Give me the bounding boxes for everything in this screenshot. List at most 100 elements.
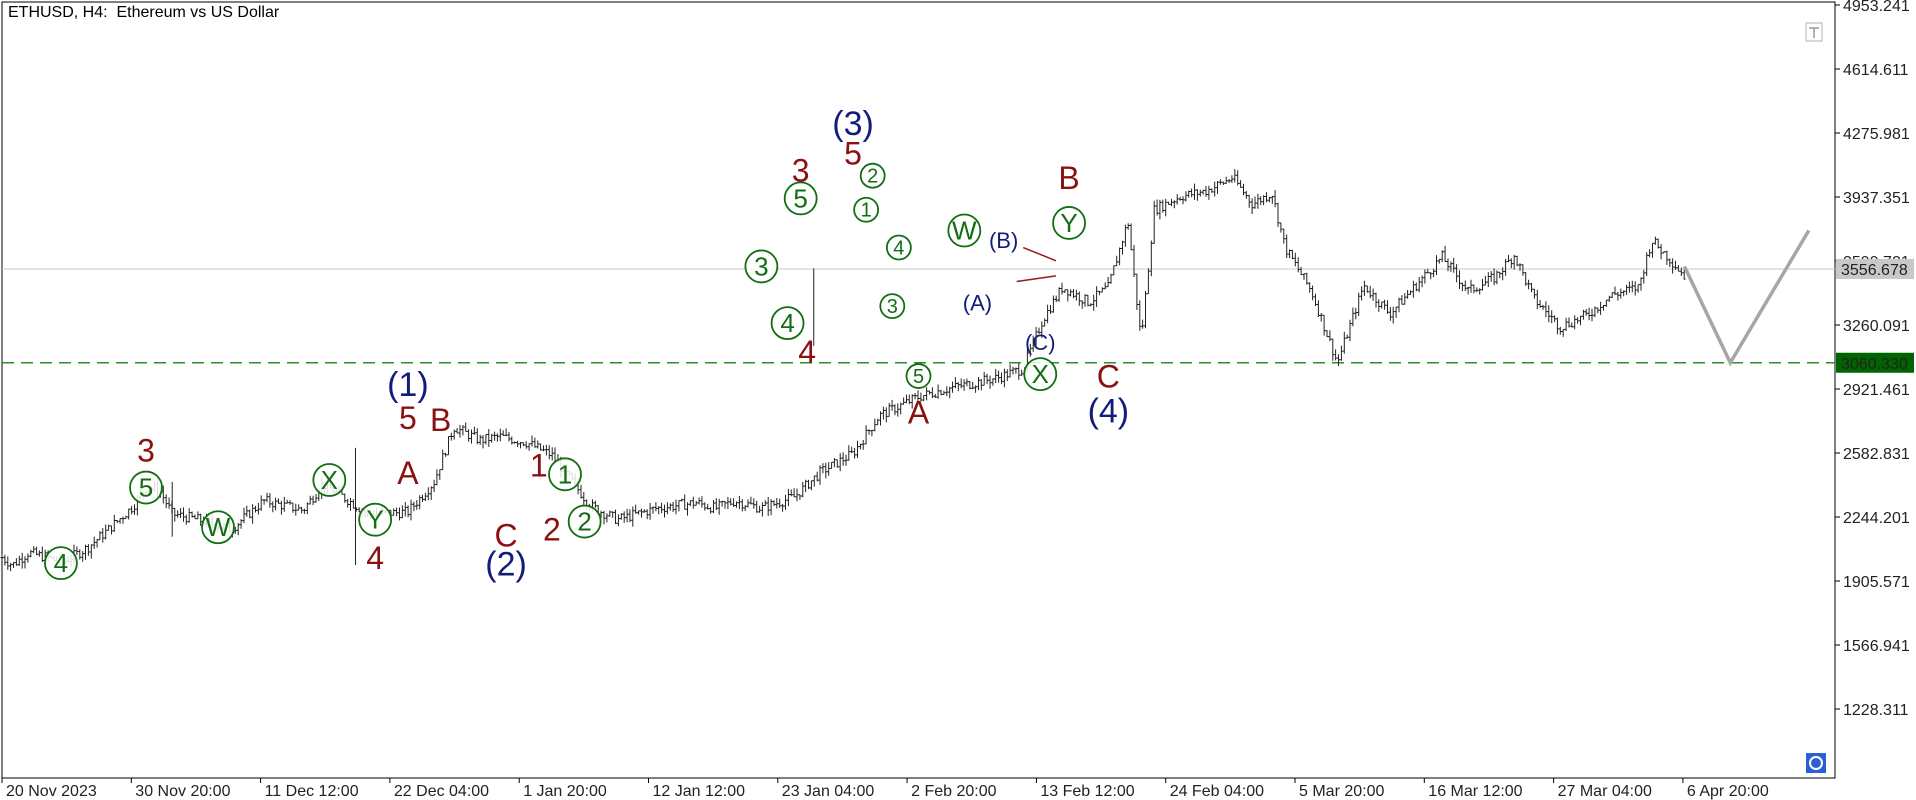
wave-label-text: 4: [780, 308, 794, 338]
wave-label: 5: [129, 470, 163, 505]
wave-label: A: [397, 455, 419, 491]
plot-border: [1, 1, 1836, 779]
x-tick-label: 16 Mar 12:00: [1428, 783, 1522, 800]
wave-label: W: [201, 510, 235, 545]
wave-label-text: 3: [137, 432, 155, 468]
wave-label-text: X: [1032, 359, 1049, 389]
wave-label-text: (A): [963, 290, 992, 315]
wave-label-text: 1: [530, 447, 548, 483]
options-icon-glyph: [1809, 756, 1823, 770]
y-tick-label: 4614.611: [1843, 62, 1909, 79]
wave-label: 2: [859, 162, 886, 189]
wave-label-circle: [853, 196, 880, 223]
wave-label: 5: [783, 181, 818, 216]
wave-label-text: W: [206, 512, 231, 542]
x-tick-label: 11 Dec 12:00: [265, 783, 359, 800]
wave-label: 4: [798, 334, 816, 370]
y-tick-label: 1566.941: [1843, 638, 1910, 655]
x-axis: 20 Nov 2023 30 Nov 20:00 11 Dec 12:00 22 De…: [1, 778, 1769, 800]
wave-label: (1): [387, 366, 429, 404]
x-tick-label: 12 Jan 12:00: [653, 783, 746, 800]
x-tick-label: 22 Dec 04:00: [394, 783, 489, 800]
x-tick-label: 20 Nov 2023: [6, 783, 97, 800]
x-tick-label: 13 Feb 12:00: [1040, 783, 1134, 800]
wave-label: 5: [905, 363, 932, 389]
level-price-tag-bg: [1836, 352, 1914, 373]
wave-label-text: C: [1097, 359, 1120, 395]
wave-label-circle: [885, 234, 912, 261]
wave-label: 4: [770, 306, 805, 341]
wave-label: C: [1097, 359, 1120, 395]
wave-label-text: 3: [792, 153, 810, 189]
wave-label-text: Y: [366, 505, 383, 535]
level-price-tag-text: 3060.330: [1841, 356, 1908, 373]
trade-icon: [1805, 22, 1823, 42]
wave-label: 5: [399, 400, 417, 436]
triangle-lower-line: [1016, 275, 1057, 283]
wave-label: 2: [543, 512, 561, 548]
wave-label-text: 2: [543, 512, 561, 548]
wave-label-text: B: [430, 402, 451, 438]
wave-label-text: 5: [844, 136, 862, 172]
wave-label-circle: [1052, 206, 1086, 240]
y-axis: 4953.2414614.6114275.9813937.3513599.721…: [1835, 0, 1910, 719]
wave-label-text: A: [397, 455, 419, 491]
wave-label-text: B: [1058, 160, 1079, 196]
wave-label-text: 4: [54, 548, 68, 578]
wave-label: X: [312, 463, 347, 497]
y-tick-label: 1228.311: [1843, 702, 1909, 719]
wave-label: X: [1023, 357, 1058, 392]
wave-label: 3: [792, 153, 810, 189]
wave-label: (B): [989, 228, 1018, 253]
forecast-line: [1682, 229, 1811, 367]
triangle-upper-line: [1022, 246, 1057, 262]
wave-label: 4: [366, 540, 384, 576]
wave-label-circle: [859, 162, 886, 189]
wave-label: (A): [963, 290, 992, 315]
wave-label-circle: [44, 546, 78, 581]
y-tick-label: 4953.241: [1843, 0, 1910, 15]
wave-label: 3: [744, 249, 779, 284]
wave-label-circle: [358, 502, 393, 537]
wave-label-text: 4: [366, 540, 384, 576]
wave-label-text: 5: [399, 400, 417, 436]
wave-label-text: 5: [913, 366, 924, 388]
x-tick-label: 24 Feb 04:00: [1170, 783, 1264, 800]
wave-label: C: [495, 517, 518, 553]
x-tick-label: 6 Apr 20:00: [1687, 783, 1769, 800]
wave-label-circle: [783, 181, 818, 216]
y-tick-label: 3937.351: [1843, 190, 1910, 207]
y-tick-label: 2244.201: [1843, 510, 1910, 527]
wave-label-text: 1: [558, 459, 572, 489]
wave-label-text: (3): [832, 105, 874, 143]
wave-label-circle: [567, 504, 602, 539]
wave-label-text: A: [908, 394, 930, 430]
wave-labels: 453WXY45(1)ABC(2)1212345345(3)21435AW(A)…: [44, 105, 1129, 583]
wave-label-text: 2: [577, 507, 591, 537]
wave-label-text: 3: [754, 251, 768, 281]
wave-label: B: [430, 402, 451, 438]
wave-label: 1: [548, 457, 582, 492]
wave-label: (2): [485, 545, 527, 583]
x-tick-label: 30 Nov 20:00: [135, 783, 230, 800]
x-tick-label: 5 Mar 20:00: [1299, 783, 1384, 800]
wave-label-text: (1): [387, 366, 429, 404]
wave-label: 2: [567, 504, 602, 539]
wave-label: B: [1058, 160, 1079, 196]
wave-label: Y: [1052, 206, 1086, 240]
wave-label-circle: [947, 213, 982, 248]
wave-label: Y: [358, 502, 393, 537]
x-tick-label: 1 Jan 20:00: [523, 783, 607, 800]
x-tick-label: 2 Feb 20:00: [911, 783, 997, 800]
wave-label: 1: [853, 196, 880, 223]
wave-label-text: (C): [1025, 330, 1056, 355]
wave-label-text: (2): [485, 545, 527, 583]
wave-label-circle: [312, 463, 347, 497]
wave-label-text: C: [495, 517, 518, 553]
wave-label-circle: [879, 293, 906, 320]
trade-icon-glyph: [1809, 27, 1819, 38]
options-icon: [1806, 753, 1826, 773]
level-lines: [2, 268, 1835, 364]
wave-label: 4: [885, 234, 912, 261]
